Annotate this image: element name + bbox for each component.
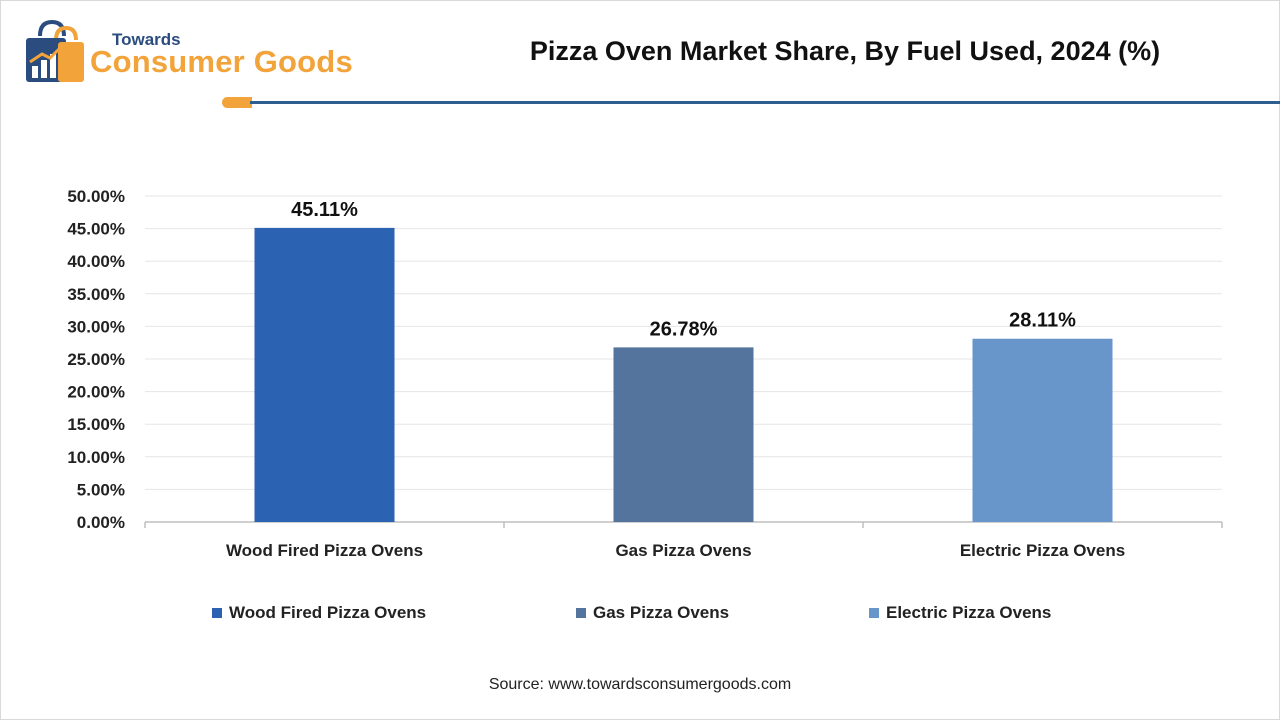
y-tick-label: 30.00% bbox=[67, 317, 125, 336]
brand-logo: Towards Consumer Goods bbox=[20, 18, 380, 88]
y-tick-label: 0.00% bbox=[77, 513, 125, 532]
y-tick-label: 5.00% bbox=[77, 480, 125, 499]
header-rule bbox=[250, 101, 1280, 104]
data-label: 45.11% bbox=[291, 199, 358, 221]
bar bbox=[972, 338, 1113, 522]
legend-label-electric: Electric Pizza Ovens bbox=[886, 603, 1052, 622]
shopping-bag-icon bbox=[26, 19, 84, 82]
legend-label-wood-fired: Wood Fired Pizza Ovens bbox=[229, 603, 427, 622]
legend-swatch-electric bbox=[869, 608, 879, 618]
legend-item-electric: Electric Pizza Ovens bbox=[869, 603, 1051, 623]
x-tick-label: Gas Pizza Ovens bbox=[615, 541, 751, 560]
brand-top-text: Towards bbox=[112, 30, 181, 49]
y-tick-label: 35.00% bbox=[67, 285, 125, 304]
y-tick-label: 20.00% bbox=[67, 383, 125, 402]
legend-item-wood-fired: Wood Fired Pizza Ovens bbox=[212, 603, 426, 623]
source-note: Source: www.towardsconsumergoods.com bbox=[488, 676, 792, 693]
chart-title: Pizza Oven Market Share, By Fuel Used, 2… bbox=[529, 36, 1161, 66]
y-tick-label: 15.00% bbox=[67, 415, 125, 434]
x-tick-label: Wood Fired Pizza Ovens bbox=[226, 541, 423, 560]
bar bbox=[613, 347, 754, 522]
legend-swatch-gas bbox=[576, 608, 586, 618]
data-label: 28.11% bbox=[1009, 310, 1076, 332]
y-tick-label: 25.00% bbox=[67, 350, 125, 369]
legend-swatch-wood-fired bbox=[212, 608, 222, 618]
y-tick-label: 10.00% bbox=[67, 448, 125, 467]
brand-main-text: Consumer Goods bbox=[90, 44, 353, 79]
y-tick-label: 50.00% bbox=[67, 187, 125, 206]
data-label: 26.78% bbox=[650, 318, 718, 340]
y-tick-label: 40.00% bbox=[67, 252, 125, 271]
header-accent-tab bbox=[222, 97, 252, 108]
bar bbox=[254, 227, 395, 522]
legend-item-gas: Gas Pizza Ovens bbox=[576, 603, 729, 623]
legend-label-gas: Gas Pizza Ovens bbox=[593, 603, 730, 622]
chart-legend: Wood Fired Pizza Ovens Gas Pizza Ovens E… bbox=[0, 603, 1280, 625]
y-tick-label: 45.00% bbox=[67, 220, 125, 239]
x-tick-label: Electric Pizza Ovens bbox=[960, 541, 1125, 560]
